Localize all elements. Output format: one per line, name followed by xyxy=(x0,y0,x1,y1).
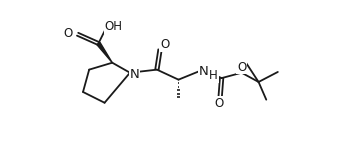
Text: H: H xyxy=(209,69,218,82)
Text: O: O xyxy=(214,97,223,110)
Polygon shape xyxy=(97,42,112,63)
Text: O: O xyxy=(160,38,169,52)
Text: N: N xyxy=(198,66,208,78)
Text: O: O xyxy=(63,27,72,40)
Text: OH: OH xyxy=(105,20,123,33)
Text: N: N xyxy=(130,68,140,81)
Text: O: O xyxy=(237,61,246,74)
